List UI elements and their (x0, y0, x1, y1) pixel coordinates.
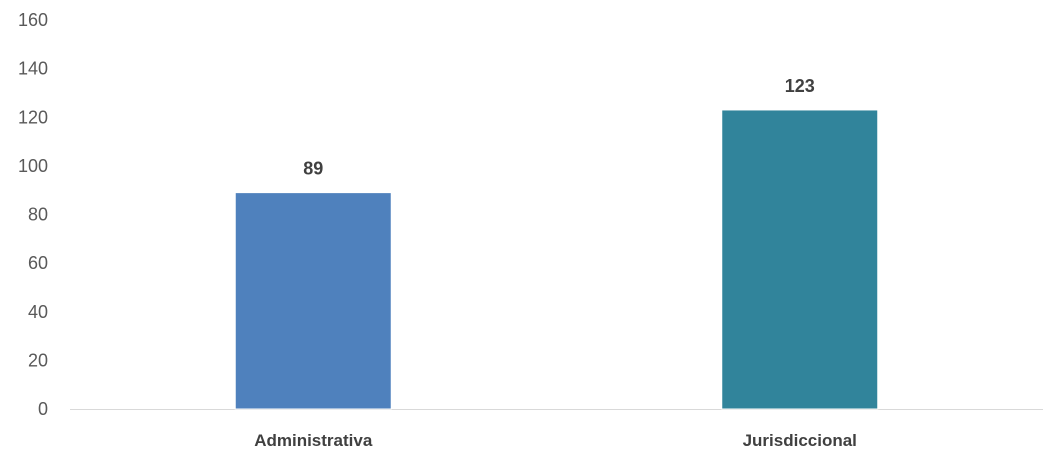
y-tick-label: 0 (38, 399, 48, 419)
data-label-administrativa: 89 (303, 159, 323, 179)
category-label-jurisdiccional: Jurisdiccional (743, 431, 857, 450)
category-label-administrativa: Administrativa (254, 431, 373, 450)
y-tick-label: 140 (18, 59, 48, 79)
y-tick-label: 40 (28, 302, 48, 322)
y-tick-label: 20 (28, 350, 48, 370)
y-tick-label: 100 (18, 156, 48, 176)
data-label-jurisdiccional: 123 (785, 76, 815, 96)
y-axis-tick-labels: 0 20 40 60 80 100 120 140 160 (18, 10, 48, 419)
data-labels: 89 123 (303, 76, 815, 179)
x-axis-category-labels: Administrativa Jurisdiccional (254, 431, 857, 450)
y-tick-label: 80 (28, 205, 48, 225)
y-tick-label: 160 (18, 10, 48, 30)
y-tick-label: 60 (28, 253, 48, 273)
bar-administrativa (234, 192, 392, 410)
bar-series (234, 109, 879, 410)
bar-jurisdiccional (721, 109, 879, 410)
y-tick-label: 120 (18, 107, 48, 127)
